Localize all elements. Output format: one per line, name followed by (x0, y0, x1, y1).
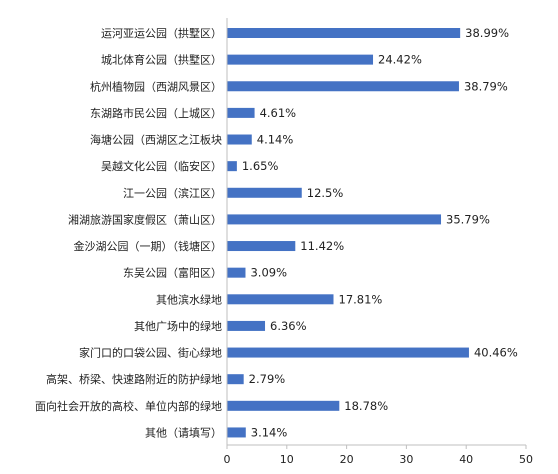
value-label-12: 40.46% (474, 346, 518, 360)
bar-7 (227, 214, 442, 225)
axes-group: 0 10 20 30 40 50 (224, 18, 533, 466)
value-label-6: 12.5% (307, 186, 344, 200)
x-tick-label-0: 0 (224, 453, 231, 466)
x-tick-label-3: 30 (399, 453, 413, 466)
value-label-15: 3.14% (251, 425, 288, 439)
x-tick-label-4: 40 (459, 453, 473, 466)
bar-14 (227, 400, 340, 411)
category-label-1: 城北体育公园（拱墅区） (101, 53, 222, 67)
bar-4 (227, 134, 252, 145)
bar-11 (227, 320, 266, 331)
bar-9 (227, 267, 246, 278)
value-label-10: 17.81% (339, 292, 383, 306)
value-label-7: 35.79% (446, 212, 490, 226)
category-label-6: 江一公园（滨江区） (123, 186, 222, 200)
value-labels-group: 38.99% 24.42% 38.79% 4.61% 4.14% 1.65% 12.5% 35… (242, 26, 518, 439)
value-label-3: 4.61% (260, 106, 297, 120)
bar-8 (227, 241, 296, 252)
bar-6 (227, 187, 302, 198)
category-label-7: 湘湖旅游国家度假区（萧山区） (68, 212, 222, 226)
value-label-2: 38.79% (464, 79, 508, 93)
category-labels-group: 运河亚运公园（拱墅区） 城北体育公园（拱墅区） 杭州植物园（西湖风景区） 东湖路市民公… (35, 26, 222, 439)
value-label-13: 2.79% (249, 372, 286, 386)
category-label-5: 吴越文化公园（临安区） (101, 159, 222, 173)
bar-15 (227, 427, 246, 438)
value-label-11: 6.36% (270, 319, 307, 333)
category-label-15: 其他（请填写） (145, 425, 222, 439)
bar-13 (227, 374, 244, 385)
value-label-5: 1.65% (242, 159, 279, 173)
x-tick-label-5: 50 (519, 453, 533, 466)
bar-10 (227, 294, 334, 305)
bar-2 (227, 81, 459, 92)
bar-1 (227, 54, 374, 65)
category-label-12: 家门口的口袋公园、街心绿地 (79, 346, 222, 360)
category-label-9: 东吴公园（富阳区） (123, 266, 222, 280)
value-label-9: 3.09% (250, 266, 287, 280)
value-label-8: 11.42% (300, 239, 344, 253)
bar-12 (227, 347, 469, 358)
category-label-4: 海塘公园（西湖区之江板块 (90, 133, 222, 147)
bar-3 (227, 107, 255, 118)
category-label-0: 运河亚运公园（拱墅区） (101, 26, 222, 40)
bars-group (227, 28, 469, 438)
category-label-13: 高架、桥梁、快速路附近的防护绿地 (46, 372, 222, 386)
category-label-14: 面向社会开放的高校、单位内部的绿地 (35, 399, 222, 413)
bar-5 (227, 161, 237, 172)
value-label-1: 24.42% (378, 53, 422, 67)
category-label-10: 其他滨水绿地 (156, 292, 222, 306)
category-label-11: 其他广场中的绿地 (134, 319, 222, 333)
category-label-2: 杭州植物园（西湖风景区） (90, 79, 222, 93)
bar-0 (227, 28, 461, 38)
x-tick-label-2: 20 (340, 453, 354, 466)
x-tick-label-1: 10 (280, 453, 294, 466)
value-label-4: 4.14% (257, 133, 294, 147)
category-label-8: 金沙湖公园（一期）（钱塘区） (74, 239, 223, 253)
value-label-0: 38.99% (465, 26, 509, 40)
category-label-3: 东湖路市民公园（上城区） (90, 106, 222, 120)
value-label-14: 18.78% (344, 399, 388, 413)
